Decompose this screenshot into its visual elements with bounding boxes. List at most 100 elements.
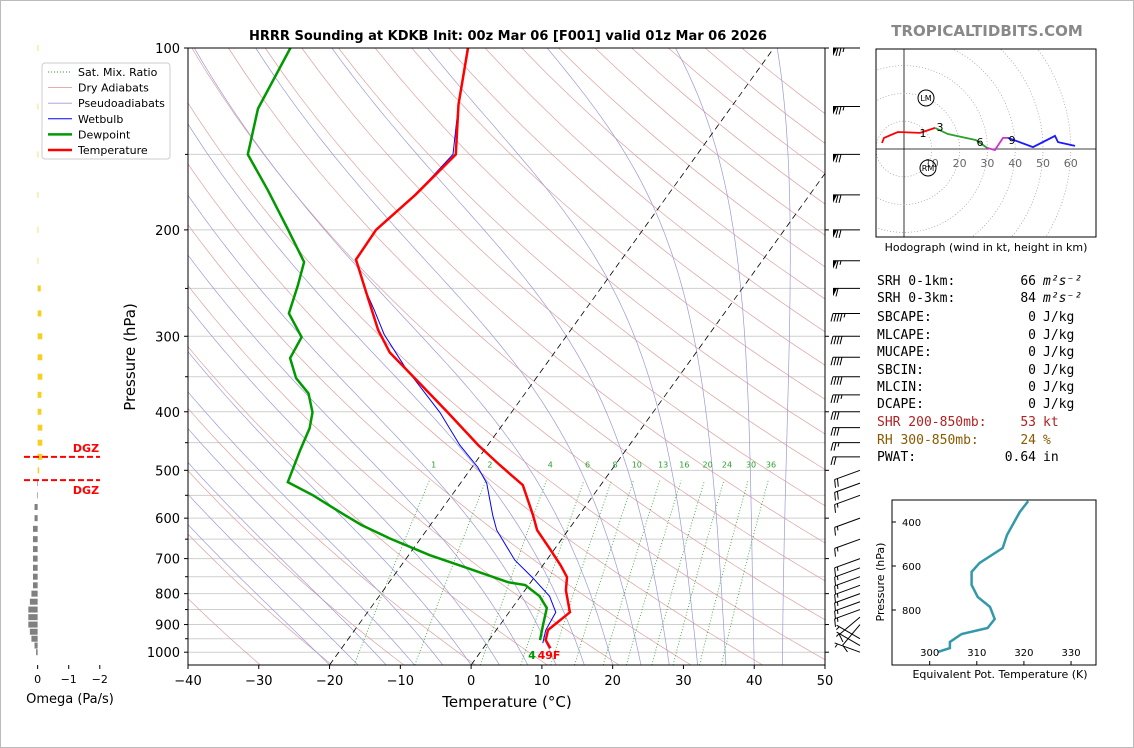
omega-bar (37, 191, 39, 198)
barb-full (834, 602, 836, 612)
stat-label: SHR 200-850mb: (877, 415, 987, 430)
x-tick-label: −30 (245, 674, 272, 689)
barb-full (830, 456, 834, 465)
x-tick-label: 20 (604, 674, 621, 689)
stat-value: 0 (1028, 397, 1036, 412)
barb-half (837, 442, 840, 447)
dry-adiabat (188, 224, 692, 665)
omega-bar (28, 614, 38, 621)
wind-barb (838, 616, 861, 643)
wind-barb (833, 153, 860, 163)
theta-line (937, 500, 1030, 654)
pseudoadiabat (331, 48, 670, 665)
omega-bar (37, 103, 39, 110)
barb-full (830, 442, 834, 451)
pseudoadiabat (188, 428, 415, 665)
barb-full (833, 456, 837, 465)
storm-motion-marker (917, 89, 935, 107)
pseudoadiabat (188, 123, 585, 665)
x-tick-label: 30 (675, 674, 692, 689)
stat-unit: J/kg (1043, 397, 1074, 412)
dry-adiabat (338, 48, 825, 470)
omega-bar (37, 354, 43, 361)
barb-staff (834, 517, 861, 528)
barb-half (843, 313, 846, 318)
stat-unit: J/kg (1043, 345, 1074, 360)
stat-unit: J/kg (1043, 380, 1074, 395)
mixing-ratio-line (414, 480, 487, 665)
barb-half (842, 106, 845, 111)
hodograph-line (986, 137, 1008, 152)
barb-full (834, 576, 836, 586)
pseudoadiabat (546, 48, 727, 665)
barb-full (836, 313, 840, 322)
stat-unit: J/kg (1043, 328, 1074, 343)
stat-label: DCAPE: (877, 397, 924, 412)
omega-bar (32, 564, 38, 571)
dry-adiabat (188, 407, 476, 665)
barb-full (830, 357, 834, 366)
barb-staff (836, 624, 861, 640)
mixing-ratio-label: 1 (431, 461, 436, 470)
barb-full (836, 376, 840, 385)
theta-x-tick-label: 300 (920, 648, 939, 659)
omega-bar (31, 635, 38, 642)
barb-full (830, 427, 834, 436)
stat-value: 0 (1028, 310, 1036, 325)
y-axis-label: Pressure (hPa) (121, 303, 139, 411)
x-tick-label: −20 (316, 674, 343, 689)
dry-adiabat (374, 48, 825, 435)
omega-bar (28, 621, 38, 628)
omega-x-label: Omega (Pa/s) (26, 692, 114, 707)
dry-adiabat (188, 346, 548, 665)
barb-full (833, 427, 837, 436)
storm-motion-marker (919, 159, 937, 177)
wind-barb (830, 442, 860, 451)
barb-half (834, 643, 838, 648)
barb-full (834, 504, 836, 513)
hodograph-ring (876, 93, 960, 205)
x-tick-label: 50 (817, 674, 834, 689)
mixing-ratio-line (353, 480, 430, 665)
x-tick-label: 10 (534, 674, 551, 689)
mixing-ratio-line (672, 480, 725, 665)
barb-half (839, 260, 842, 265)
hodograph-ring-label: 30 (980, 157, 994, 170)
barb-flag (833, 154, 837, 163)
hodograph-ring-label: 40 (1008, 157, 1022, 170)
hodograph-line (934, 127, 988, 149)
barb-half (835, 626, 840, 631)
wind-barb (834, 593, 861, 612)
omega-x-tick-label: 0 (34, 673, 41, 686)
height-label: 1 (920, 127, 927, 140)
x-tick-label: 40 (746, 674, 763, 689)
barb-flag (833, 229, 837, 238)
barb-full (839, 336, 843, 345)
barb-staff (834, 576, 861, 587)
wind-barb (834, 576, 861, 595)
mixing-ratio-label: 36 (766, 461, 776, 470)
hodograph-ring (1037, 49, 1072, 237)
omega-bar (37, 453, 43, 460)
hodograph-frame (875, 48, 1097, 238)
barb-full (830, 376, 834, 385)
barb-full (835, 194, 839, 203)
omega-bar (34, 503, 38, 510)
mixing-ratio-line (721, 480, 769, 665)
wind-barb (834, 601, 861, 620)
barb-full (835, 47, 839, 57)
omega-bar (37, 226, 39, 233)
x-axis-label: Temperature (°C) (441, 693, 571, 711)
mixing-ratio-line (574, 480, 634, 665)
pseudoadiabat (188, 305, 500, 665)
barb-flag (833, 260, 837, 269)
barb-full (839, 357, 843, 366)
stat-unit: kt (1043, 415, 1059, 430)
barb-full (835, 229, 839, 239)
wind-barb (834, 482, 861, 501)
pseudoadiabat (188, 391, 444, 665)
surface-label: 4 (528, 649, 536, 662)
wind-barb (833, 287, 860, 297)
wind-barb (835, 624, 861, 640)
